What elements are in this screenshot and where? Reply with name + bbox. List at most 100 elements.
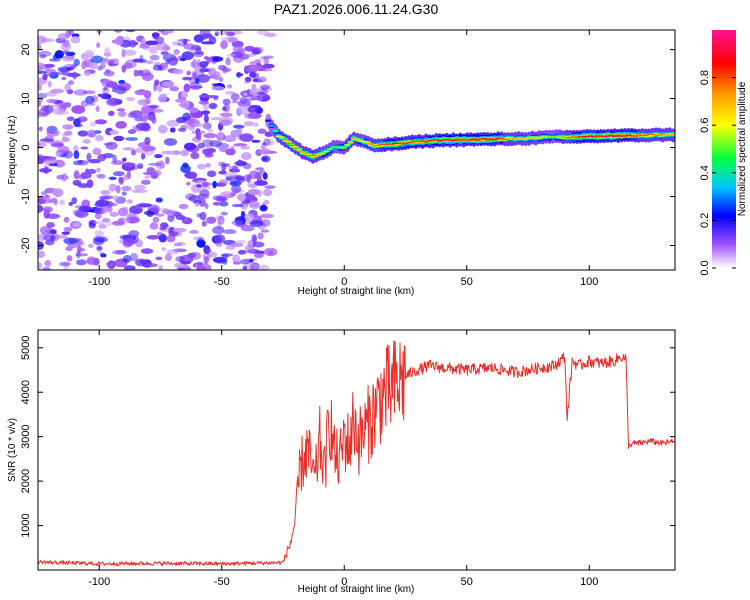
- signal-cell: [470, 138, 478, 140]
- noise-blob: [260, 67, 273, 72]
- noise-blob: [248, 200, 261, 210]
- noise-blob: [267, 250, 274, 256]
- noise-blob: [172, 68, 184, 75]
- noise-blob: [105, 141, 118, 150]
- noise-blob: [88, 243, 94, 248]
- noise-blob: [244, 244, 255, 254]
- y-tick-label: 5000: [20, 336, 32, 360]
- noise-blob: [232, 261, 241, 265]
- colorbar-tick-label: 0.4: [699, 165, 711, 180]
- noise-blob: [238, 105, 251, 115]
- noise-blob: [165, 253, 172, 261]
- noise-blob: [127, 129, 136, 135]
- noise-blob: [61, 55, 75, 62]
- noise-blob: [236, 71, 242, 78]
- noise-blob: [38, 262, 43, 270]
- noise-blob: [149, 169, 162, 177]
- noise-blob: [56, 110, 70, 115]
- noise-blob: [178, 203, 189, 210]
- spectrogram-noise-region: [38, 30, 278, 270]
- signal-cell: [302, 152, 310, 155]
- signal-cell: [591, 136, 598, 138]
- noise-blob: [148, 162, 162, 166]
- noise-blob: [43, 157, 58, 165]
- noise-blob: [122, 157, 127, 162]
- noise-blob: [203, 256, 209, 265]
- noise-blob: [197, 163, 207, 170]
- noise-blob: [217, 215, 225, 225]
- noise-blob: [254, 180, 268, 186]
- noise-blob: [88, 222, 96, 229]
- noise-blob: [208, 102, 218, 110]
- signal-cell: [316, 153, 323, 155]
- noise-blob: [140, 179, 151, 185]
- noise-blob: [203, 56, 209, 60]
- colorbar-label: Normalized spectral amplitude: [737, 81, 748, 216]
- noise-blob: [247, 112, 262, 119]
- noise-blob: [122, 254, 132, 263]
- noise-blob: [40, 195, 52, 201]
- noise-blob: [112, 171, 125, 177]
- noise-blob: [167, 212, 174, 217]
- noise-blob: [179, 90, 188, 100]
- noise-blob: [49, 229, 57, 235]
- noise-blob: [196, 213, 202, 218]
- noise-blob: [230, 93, 240, 101]
- noise-blob: [44, 166, 49, 175]
- y-tick-label: 10: [20, 92, 32, 104]
- noise-blob: [249, 64, 262, 71]
- noise-blob: [144, 175, 151, 179]
- noise-blob: [219, 179, 229, 186]
- noise-blob: [140, 153, 146, 160]
- noise-blob: [38, 70, 47, 74]
- spectrogram-frame: [37, 29, 676, 271]
- noise-blob: [59, 261, 71, 267]
- noise-blob: [144, 40, 159, 46]
- noise-blob: [165, 156, 170, 165]
- noise-blob: [122, 147, 135, 151]
- noise-blob: [136, 69, 144, 77]
- noise-blob: [40, 105, 49, 112]
- noise-blob: [173, 227, 187, 233]
- noise-blob: [208, 35, 215, 41]
- noise-blob: [108, 110, 115, 117]
- noise-blob: [262, 63, 275, 69]
- noise-blob: [89, 121, 97, 127]
- noise-blob: [115, 121, 127, 129]
- noise-blob: [121, 185, 132, 192]
- noise-blob: [189, 81, 202, 91]
- y-tick-label: 2000: [20, 469, 32, 493]
- noise-blob: [203, 132, 217, 139]
- noise-blob: [159, 160, 165, 169]
- noise-blob: [102, 153, 114, 159]
- noise-blob: [213, 71, 221, 81]
- noise-blob: [158, 124, 168, 134]
- noise-blob: [73, 89, 88, 96]
- noise-blob: [66, 255, 73, 262]
- noise-blob: [225, 31, 236, 37]
- x-tick-label: 50: [461, 576, 473, 588]
- noise-blob: [195, 128, 201, 134]
- noise-blob: [137, 163, 144, 169]
- x-tick-label: -50: [214, 576, 230, 588]
- noise-blob: [163, 138, 178, 146]
- noise-blob: [96, 167, 101, 173]
- y-tick-label: 3000: [20, 424, 32, 448]
- noise-blob: [231, 100, 238, 104]
- noise-blob: [134, 184, 146, 191]
- noise-blob: [259, 204, 268, 212]
- noise-blob: [142, 113, 148, 123]
- noise-blob: [123, 265, 136, 270]
- noise-blob: [249, 220, 264, 228]
- signal-cell: [272, 128, 279, 132]
- noise-blob: [44, 259, 52, 267]
- x-tick-label: -50: [214, 276, 230, 288]
- noise-blob: [242, 266, 248, 270]
- noise-blob: [218, 170, 227, 175]
- noise-blob: [201, 220, 207, 227]
- signal-cell: [368, 143, 375, 145]
- noise-blob: [55, 151, 62, 158]
- noise-blob: [44, 63, 55, 68]
- noise-blob: [138, 203, 153, 208]
